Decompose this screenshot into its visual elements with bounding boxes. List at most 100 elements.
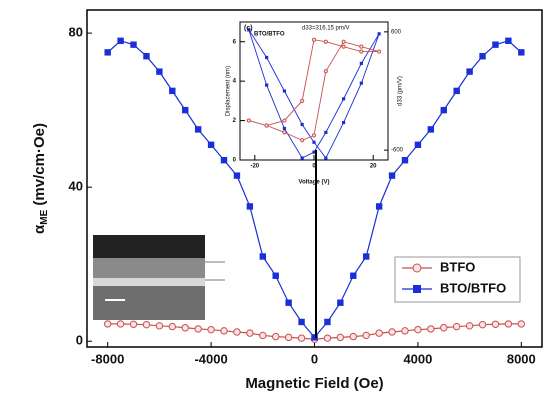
marker (285, 299, 292, 306)
marker (259, 253, 266, 260)
y-axis-label: αME (mv/cm·Oe) (31, 123, 50, 234)
marker (143, 53, 150, 60)
sample-label: BTO/BTFO (254, 32, 285, 38)
legend-label: BTO/BTFO (440, 280, 506, 295)
x-tick-label: 0 (312, 164, 316, 170)
sem-inset (93, 235, 225, 320)
marker (233, 328, 241, 336)
marker (207, 141, 215, 148)
marker (182, 106, 189, 114)
marker (412, 263, 422, 273)
marker (220, 327, 228, 335)
marker (323, 334, 332, 342)
marker (246, 203, 254, 210)
marker (341, 44, 346, 49)
marker (427, 126, 435, 133)
marker (323, 69, 328, 74)
marker (359, 61, 363, 65)
marker (282, 89, 286, 93)
marker (349, 332, 357, 341)
marker (359, 49, 364, 54)
annotation: d33=316.15 pm/V (302, 26, 350, 32)
marker (377, 49, 382, 54)
marker (282, 130, 287, 135)
marker (246, 118, 251, 123)
marker (247, 28, 251, 32)
marker (427, 325, 435, 333)
marker (342, 120, 346, 125)
marker (414, 325, 422, 334)
marker (414, 141, 422, 148)
marker (388, 172, 396, 179)
marker (466, 68, 473, 75)
marker (312, 150, 316, 154)
marker (130, 41, 137, 48)
marker (362, 331, 370, 340)
x-axis-label: Magnetic Field (Oe) (245, 375, 383, 392)
marker (282, 126, 286, 131)
plot-frame (239, 21, 389, 161)
marker (220, 157, 228, 164)
marker (517, 320, 526, 328)
y-axis-label-part: ME (39, 209, 50, 224)
marker (465, 322, 474, 330)
marker (284, 333, 293, 342)
marker (311, 133, 317, 138)
marker (324, 130, 328, 134)
marker (282, 118, 287, 123)
marker (492, 41, 499, 48)
marker (265, 83, 269, 87)
marker (259, 331, 267, 340)
x-axis-label: Voltage (V) (299, 180, 330, 186)
marker (104, 49, 111, 56)
marker (103, 320, 112, 328)
marker (300, 138, 305, 143)
marker (129, 320, 138, 328)
marker (359, 44, 364, 49)
marker (194, 126, 202, 133)
x-tick-label: -20 (250, 164, 259, 170)
marker (116, 320, 125, 328)
marker (300, 122, 304, 127)
marker (479, 53, 486, 60)
y2-axis-label: d33 (pm/V) (398, 76, 404, 106)
marker (168, 322, 177, 331)
marker (264, 123, 269, 128)
marker (401, 327, 409, 335)
marker (207, 325, 215, 334)
y-axis-label-part: (mv/cm·Oe) (31, 123, 48, 210)
panel-label: (c) (244, 25, 253, 32)
y-tick-label: 6 (233, 39, 237, 45)
y-tick-label: 0 (233, 158, 237, 164)
marker (155, 322, 164, 330)
marker (336, 333, 345, 342)
marker (265, 55, 269, 60)
x-tick-label: 4000 (403, 351, 432, 366)
y-axis-label: Displacement (nm) (226, 66, 232, 116)
marker (341, 39, 346, 44)
marker (298, 318, 305, 326)
marker (350, 272, 357, 279)
marker (311, 334, 318, 341)
marker (117, 37, 124, 45)
marker (300, 156, 304, 160)
marker (297, 334, 306, 342)
y2-tick-label: 600 (391, 29, 402, 35)
marker (375, 329, 383, 337)
x-tick-label: 20 (370, 164, 377, 170)
x-tick-label: 8000 (507, 351, 536, 366)
marker (413, 285, 421, 293)
marker (311, 37, 317, 42)
marker (169, 87, 176, 95)
marker (156, 68, 163, 75)
marker (142, 320, 151, 329)
marker (272, 332, 280, 341)
marker (337, 299, 344, 306)
marker (478, 320, 487, 329)
marker (518, 49, 525, 56)
marker (440, 324, 448, 332)
marker (323, 39, 328, 44)
x-tick-label: -8000 (91, 351, 124, 366)
marker (246, 329, 254, 337)
